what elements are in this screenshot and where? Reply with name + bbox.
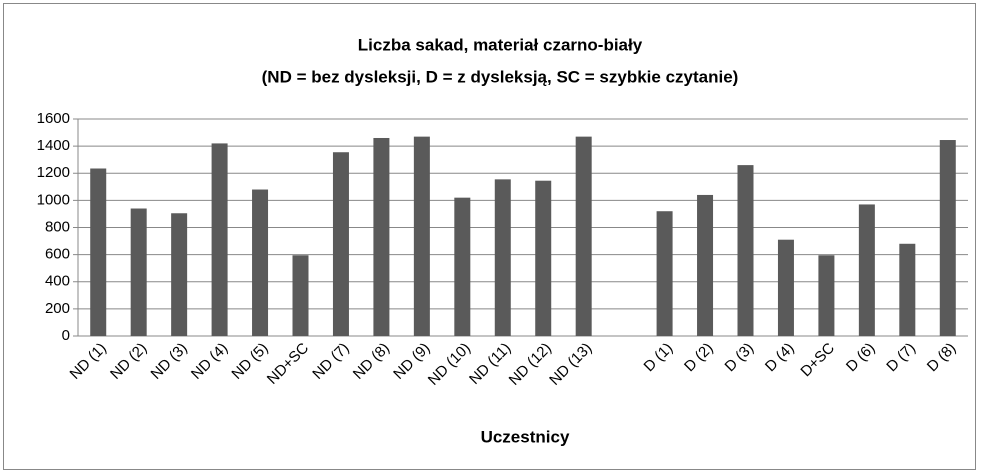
bar — [413, 136, 430, 336]
y-tick-label: 400 — [45, 273, 70, 290]
bar — [697, 194, 714, 336]
bar — [737, 165, 754, 336]
y-tick-label: 1000 — [37, 191, 70, 208]
bar — [454, 197, 471, 336]
bar — [899, 243, 916, 336]
bar — [373, 137, 390, 336]
y-tick-label: 0 — [62, 327, 70, 344]
bar — [575, 136, 592, 336]
y-tick-label: 1200 — [37, 164, 70, 181]
bar — [211, 143, 228, 336]
bar — [292, 255, 309, 336]
y-tick-label: 200 — [45, 300, 70, 317]
bar — [494, 179, 511, 336]
bar — [332, 152, 349, 336]
bar — [939, 140, 956, 336]
y-tick-label: 800 — [45, 218, 70, 235]
x-axis-label: Uczestnicy — [481, 427, 570, 446]
bar — [777, 239, 794, 336]
y-tick-label: 1400 — [37, 137, 70, 154]
bar — [171, 213, 188, 336]
bar — [858, 204, 875, 336]
chart-subtitle: (ND = bez dysleksji, D = z dysleksją, SC… — [262, 67, 739, 86]
bar — [535, 180, 552, 336]
bar — [252, 189, 269, 336]
bar — [818, 255, 835, 336]
y-tick-label: 1600 — [37, 110, 70, 127]
bar — [656, 211, 673, 336]
chart-title: Liczba sakad, materiał czarno-biały — [358, 35, 643, 54]
y-tick-label: 600 — [45, 246, 70, 263]
chart-border — [3, 3, 976, 470]
bar — [130, 208, 147, 336]
bar — [90, 168, 107, 336]
